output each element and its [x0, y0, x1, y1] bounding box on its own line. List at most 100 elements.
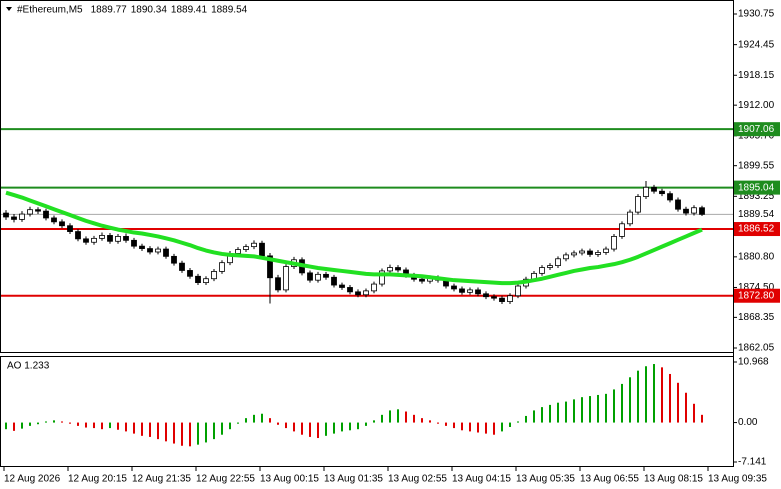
candle-body [323, 273, 329, 278]
candle-body [507, 295, 513, 302]
ao-bar [661, 367, 663, 423]
ao-bar [237, 422, 239, 424]
last-price-label-bg [734, 207, 780, 222]
ao-bar [245, 418, 247, 423]
ao-bar [53, 420, 55, 423]
header-value: 1889.77 [91, 5, 128, 16]
candle-body [651, 186, 657, 192]
x-tick-label: 13 Aug 09:35 [708, 474, 767, 485]
ao-bar [477, 422, 479, 433]
ao-bar [357, 422, 359, 430]
y-tick-label: 0.00 [738, 417, 758, 428]
candle-body [83, 238, 89, 243]
ao-bar [453, 422, 455, 429]
y-tick-label: 10.968 [738, 357, 769, 368]
ao-bar [293, 422, 295, 432]
ao-bar [677, 382, 679, 423]
ao-bar [485, 422, 487, 434]
ao-bar [413, 414, 415, 423]
ao-bar [597, 394, 599, 423]
candle-body [275, 277, 281, 291]
candle-body [67, 225, 73, 232]
candle-body [187, 270, 193, 277]
ao-bar [493, 422, 495, 435]
candle-body [587, 250, 593, 255]
level-label-bg [734, 180, 780, 195]
ao-bar [21, 422, 23, 429]
candle-body [51, 217, 57, 223]
candle-body [371, 283, 377, 292]
ao-bar [349, 422, 351, 431]
candle-body [635, 196, 641, 213]
candle-body [395, 267, 401, 271]
level-label: 1907.06 [738, 124, 775, 135]
level-label-bg [734, 122, 780, 137]
menu-arrow[interactable] [6, 7, 12, 11]
header-value: 1889.54 [211, 5, 248, 16]
ao-bar [637, 370, 639, 423]
candle-body [347, 287, 353, 293]
x-tick-label: 13 Aug 02:55 [388, 474, 447, 485]
ao-bar [29, 422, 31, 426]
y-tick-label: 1874.50 [738, 282, 775, 293]
candle-body [675, 199, 681, 210]
ao-bar [501, 422, 503, 432]
candle-body [603, 248, 609, 253]
y-tick-label: 1918.15 [738, 70, 775, 81]
candle-body [219, 262, 225, 272]
candle-body [419, 278, 425, 282]
y-tick-label: 1893.25 [738, 191, 775, 202]
candle-body [459, 288, 465, 293]
moving-average [5, 190, 703, 286]
ao-bar [685, 392, 687, 423]
candle-body [43, 210, 49, 219]
ao-bar [389, 410, 391, 423]
candle-body [91, 237, 97, 243]
x-tick-label: 12 Aug 20:15 [68, 474, 127, 485]
candle-body [619, 223, 625, 237]
x-tick-label: 13 Aug 00:15 [260, 474, 319, 485]
candle-body [59, 221, 65, 227]
ao-bar [525, 415, 527, 423]
candle-body [355, 291, 361, 296]
y-tick-label: 1924.45 [738, 39, 775, 50]
x-tick-label: 12 Aug 2026 [4, 474, 61, 485]
ao-bar [317, 422, 319, 439]
ao-bar [381, 414, 383, 423]
ao-bar [613, 389, 615, 423]
ao-bar [557, 402, 559, 423]
ao-bar [365, 422, 367, 426]
candle-body [683, 208, 689, 214]
ao-bar [189, 422, 191, 447]
ao-bar [573, 399, 575, 423]
ao-title: AO 1.233 [7, 361, 50, 372]
candle-body [147, 248, 153, 253]
candle-body [571, 252, 577, 256]
ao-bar [469, 422, 471, 432]
candle-body [307, 272, 313, 281]
ao-bar [309, 422, 311, 437]
candle-body [467, 289, 473, 293]
candle-body [179, 262, 185, 271]
candle-body [35, 209, 41, 212]
ao-bar [645, 366, 647, 423]
candle-body [491, 296, 497, 299]
ao-bar [461, 422, 463, 431]
candle-body [379, 270, 385, 285]
candle-body [211, 271, 217, 280]
ao-bar [669, 373, 671, 423]
candle-body [363, 290, 369, 296]
ao-bar [285, 422, 287, 429]
x-tick-label: 13 Aug 06:55 [580, 474, 639, 485]
y-tick-label: -7.141 [738, 457, 767, 468]
last-price-label: 1889.54 [738, 209, 775, 220]
ao-bar [581, 397, 583, 423]
candle-body [131, 239, 137, 247]
ao-bar [117, 422, 119, 430]
ao-bar [221, 422, 223, 435]
candle-body [243, 246, 249, 250]
ao-bar [533, 410, 535, 423]
candle-body [483, 293, 489, 298]
ao-bar [197, 422, 199, 445]
ao-bar [165, 422, 167, 442]
